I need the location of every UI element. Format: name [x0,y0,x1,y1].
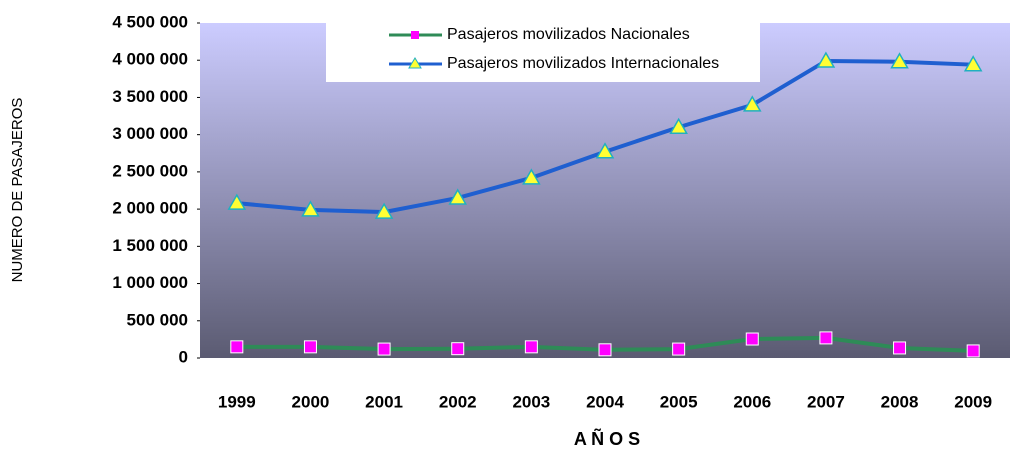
x-tick-label: 2008 [881,392,919,411]
x-tick-label: 2006 [733,392,771,411]
marker [524,340,538,354]
x-tick-label: 1999 [218,392,256,411]
y-tick-label: 3 500 000 [112,87,188,106]
legend-label: Pasajeros movilizados Internacionales [447,55,719,72]
marker [522,168,541,185]
y-tick-label: 500 000 [127,310,188,329]
x-tick-label: 2001 [365,392,403,411]
marker [598,343,612,357]
y-tick-label: 4 000 000 [112,50,188,69]
y-tick-label: 1 000 000 [112,273,188,292]
marker [745,332,759,346]
marker [227,193,247,210]
y-tick-label: 4 500 000 [112,12,188,31]
legend-box [326,23,760,82]
x-tick-label: 2002 [439,392,477,411]
x-axis-title: A Ñ O S [574,428,640,449]
y-tick-label: 3 000 000 [112,124,188,143]
legend-marker [411,31,419,39]
marker [893,341,907,355]
marker [742,95,762,112]
marker [816,51,836,68]
marker [374,202,394,219]
marker [672,342,686,356]
y-tick-label: 2 000 000 [112,199,188,218]
marker [819,331,833,345]
x-tick-label: 2007 [807,392,845,411]
marker [230,340,244,354]
x-tick-label: 2004 [586,392,624,411]
marker [890,52,909,69]
marker [301,200,320,217]
marker [377,342,391,356]
y-tick-label: 2 500 000 [112,161,188,180]
x-tick-label: 2009 [954,392,992,411]
y-axis-title: NUMERO DE PASAJEROS [9,98,26,283]
marker [448,188,468,205]
marker [966,344,980,358]
legend-label: Pasajeros movilizados Nacionales [447,26,690,43]
marker [963,55,983,72]
x-tick-label: 2000 [292,392,330,411]
marker [303,340,317,354]
x-tick-label: 2005 [660,392,698,411]
y-tick-label: 0 [179,347,188,366]
marker [595,142,615,159]
marker [451,342,465,356]
x-tick-label: 2003 [512,392,550,411]
marker [669,117,688,134]
legend-marker [408,57,422,69]
y-tick-label: 1 500 000 [112,236,188,255]
